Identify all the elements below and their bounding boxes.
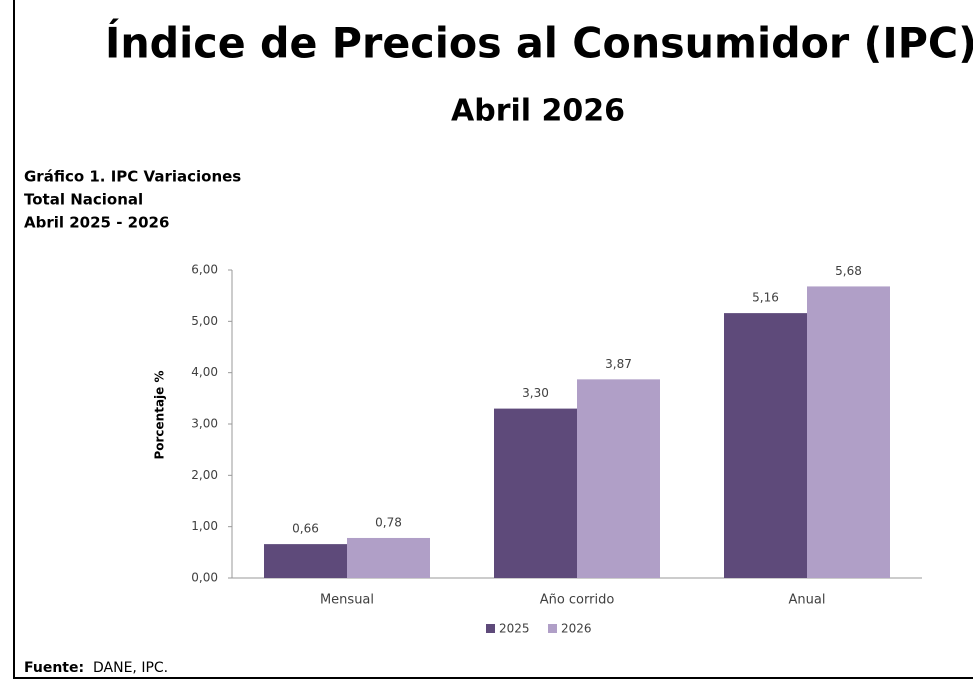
- value-label: 3,30: [522, 386, 549, 400]
- bar: [577, 379, 660, 578]
- legend-label: 2025: [499, 622, 530, 636]
- chart-title: Índice de Precios al Consumidor (IPC): [105, 18, 973, 68]
- value-label: 0,66: [292, 522, 319, 536]
- x-tick-label: Anual: [789, 593, 826, 608]
- value-label: 0,78: [375, 515, 402, 529]
- chart-subtitle: Abril 2026: [451, 94, 625, 129]
- y-axis-label: Porcentaje %: [153, 370, 167, 459]
- value-label: 5,68: [835, 264, 862, 278]
- legend-swatch: [486, 624, 495, 633]
- bar: [724, 313, 807, 578]
- bar: [264, 544, 347, 578]
- legend-swatch: [548, 624, 557, 633]
- value-label: 5,16: [752, 291, 779, 305]
- y-tick-label: 2,00: [191, 468, 218, 482]
- bar: [347, 537, 430, 578]
- y-tick-label: 3,00: [191, 417, 218, 431]
- y-tick-label: 0,00: [191, 571, 218, 585]
- chart-heading: Total Nacional: [24, 191, 143, 209]
- chart-heading: Gráfico 1. IPC Variaciones: [24, 168, 241, 186]
- frame: [13, 0, 973, 679]
- chart-heading: Abril 2025 - 2026: [24, 214, 169, 232]
- y-tick-label: 1,00: [191, 519, 218, 533]
- source-label: Fuente:: [24, 660, 84, 676]
- bar: [807, 286, 890, 578]
- y-tick-label: 6,00: [191, 263, 218, 277]
- x-tick-label: Año corrido: [540, 593, 615, 608]
- legend-label: 2026: [561, 622, 592, 636]
- source: DANE, IPC.: [93, 660, 168, 676]
- value-label: 3,87: [605, 357, 632, 371]
- bar: [494, 408, 577, 578]
- x-tick-label: Mensual: [320, 593, 374, 608]
- y-tick-label: 4,00: [191, 365, 218, 379]
- y-tick-label: 5,00: [191, 314, 218, 328]
